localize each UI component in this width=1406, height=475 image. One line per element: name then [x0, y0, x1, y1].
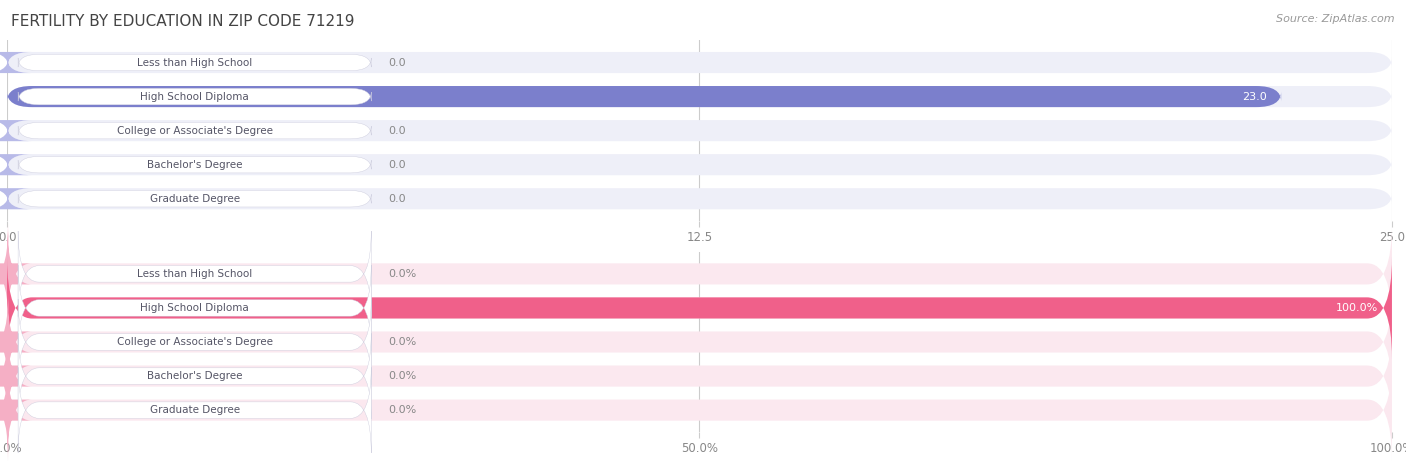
FancyBboxPatch shape	[0, 52, 32, 73]
FancyBboxPatch shape	[18, 54, 371, 71]
FancyBboxPatch shape	[7, 291, 1392, 393]
FancyBboxPatch shape	[0, 188, 32, 209]
FancyBboxPatch shape	[7, 86, 1392, 107]
Text: 23.0: 23.0	[1243, 92, 1267, 102]
FancyBboxPatch shape	[0, 154, 32, 175]
FancyBboxPatch shape	[0, 325, 32, 427]
FancyBboxPatch shape	[7, 325, 1392, 427]
Text: Less than High School: Less than High School	[136, 57, 252, 67]
Text: College or Associate's Degree: College or Associate's Degree	[117, 337, 273, 347]
Text: 0.0%: 0.0%	[388, 405, 416, 415]
Text: 0.0%: 0.0%	[388, 371, 416, 381]
Text: 100.0%: 100.0%	[1336, 303, 1378, 313]
Text: 0.0: 0.0	[388, 125, 405, 136]
Text: Bachelor's Degree: Bachelor's Degree	[148, 160, 242, 170]
FancyBboxPatch shape	[7, 188, 1392, 209]
FancyBboxPatch shape	[0, 291, 32, 393]
Text: 0.0: 0.0	[388, 194, 405, 204]
Text: Less than High School: Less than High School	[136, 269, 252, 279]
FancyBboxPatch shape	[18, 88, 371, 105]
FancyBboxPatch shape	[0, 360, 32, 461]
Text: High School Diploma: High School Diploma	[141, 303, 249, 313]
Text: Graduate Degree: Graduate Degree	[149, 194, 240, 204]
FancyBboxPatch shape	[18, 265, 371, 351]
Text: Bachelor's Degree: Bachelor's Degree	[148, 371, 242, 381]
FancyBboxPatch shape	[7, 86, 1281, 107]
FancyBboxPatch shape	[7, 360, 1392, 461]
FancyBboxPatch shape	[7, 154, 1392, 175]
Text: 0.0: 0.0	[388, 160, 405, 170]
FancyBboxPatch shape	[0, 223, 32, 324]
Text: FERTILITY BY EDUCATION IN ZIP CODE 71219: FERTILITY BY EDUCATION IN ZIP CODE 71219	[11, 14, 354, 29]
Text: Graduate Degree: Graduate Degree	[149, 405, 240, 415]
FancyBboxPatch shape	[7, 52, 1392, 73]
Text: 0.0%: 0.0%	[388, 337, 416, 347]
FancyBboxPatch shape	[18, 299, 371, 385]
FancyBboxPatch shape	[7, 223, 1392, 324]
Text: 0.0: 0.0	[388, 57, 405, 67]
FancyBboxPatch shape	[18, 123, 371, 139]
Text: College or Associate's Degree: College or Associate's Degree	[117, 125, 273, 136]
Text: 0.0%: 0.0%	[388, 269, 416, 279]
FancyBboxPatch shape	[0, 120, 32, 141]
FancyBboxPatch shape	[7, 257, 1392, 359]
FancyBboxPatch shape	[7, 120, 1392, 141]
FancyBboxPatch shape	[18, 156, 371, 173]
FancyBboxPatch shape	[18, 367, 371, 453]
FancyBboxPatch shape	[18, 190, 371, 207]
FancyBboxPatch shape	[18, 333, 371, 419]
FancyBboxPatch shape	[7, 257, 1392, 359]
Text: Source: ZipAtlas.com: Source: ZipAtlas.com	[1277, 14, 1395, 24]
FancyBboxPatch shape	[18, 231, 371, 317]
Text: High School Diploma: High School Diploma	[141, 92, 249, 102]
